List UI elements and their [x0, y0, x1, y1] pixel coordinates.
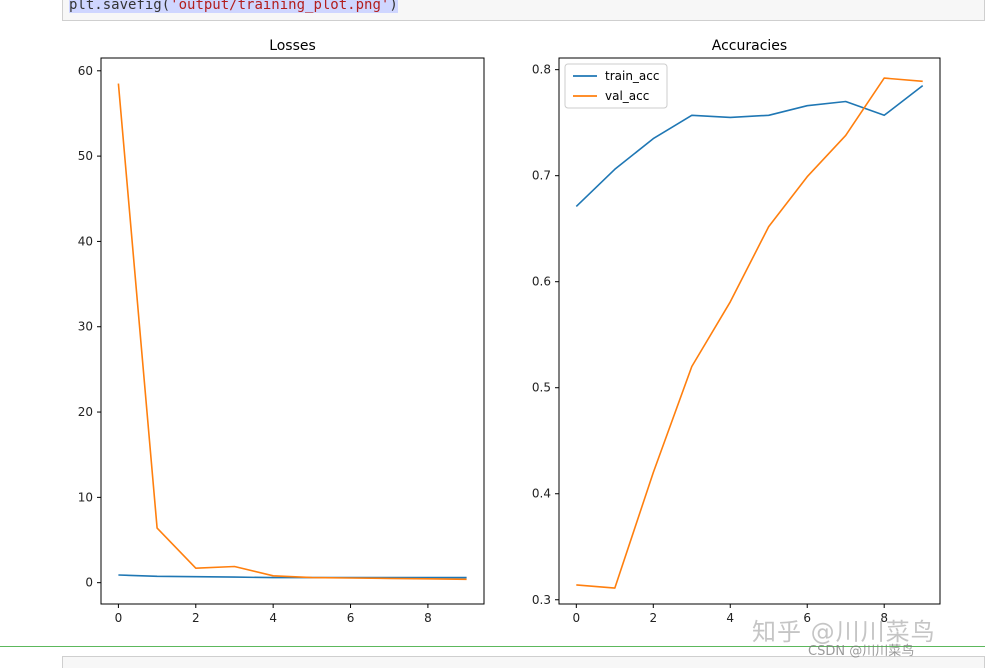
x-tick-label: 6 — [347, 611, 355, 625]
series-1-point — [845, 101, 846, 102]
series-line-1 — [575, 84, 924, 207]
x-tick-label: 0 — [115, 611, 123, 625]
code-string: 'output/training_plot.png' — [170, 0, 390, 13]
series-1-point — [195, 576, 196, 577]
x-tick-label: 2 — [192, 611, 200, 625]
series-1-point — [614, 169, 615, 170]
chart-2: Accuracies 0 2 4 6 8 0.3 0.4 0.5 0.6 0.7 0.8 train_a… — [532, 38, 941, 625]
series-2-point — [614, 587, 615, 588]
x-tick-label: 0 — [572, 611, 580, 625]
y-tick-label: 0.6 — [532, 275, 551, 289]
y-tick-label: 40 — [78, 234, 93, 248]
series-1-point — [730, 117, 731, 118]
series-2-point — [118, 83, 119, 84]
series-1-point — [922, 85, 923, 86]
y-tick-label: 30 — [78, 320, 93, 334]
series-1-point — [768, 115, 769, 116]
code-prefix: plt.savefig( — [69, 0, 171, 13]
y-tick-label: 0.3 — [532, 593, 551, 607]
y-tick-label: 0.7 — [532, 169, 551, 183]
chart-title: Losses — [269, 38, 316, 54]
series-line-2 — [576, 77, 923, 589]
cell-separator — [0, 646, 985, 647]
series-1-point — [466, 577, 467, 578]
series-1-point — [576, 206, 577, 207]
plot-frame — [558, 57, 941, 605]
legend-label: train_acc — [605, 69, 659, 83]
series-2-point — [922, 81, 923, 82]
code-line: plt.savefig('output/training_plot.png') — [69, 0, 398, 13]
x-tick-label: 8 — [424, 611, 432, 625]
series-2-point — [350, 577, 351, 578]
series-1-point — [691, 115, 692, 116]
series-line-2 — [117, 83, 467, 581]
y-tick-label: 20 — [78, 405, 93, 419]
code-suffix: ) — [389, 0, 398, 13]
series-2-point — [884, 78, 885, 79]
y-tick-label: 0.8 — [532, 63, 551, 77]
series-2-point — [156, 527, 157, 528]
series-1-point — [884, 115, 885, 116]
series-1-point — [653, 138, 654, 139]
chart-title: Accuracies — [712, 38, 787, 54]
series-1-point — [807, 105, 808, 106]
x-tick-label: 6 — [803, 611, 811, 625]
x-tick-label: 2 — [649, 611, 657, 625]
legend-label: val_acc — [605, 89, 649, 103]
series-2-point — [807, 176, 808, 177]
series-2-point — [691, 366, 692, 367]
series-1-point — [273, 577, 274, 578]
y-tick-label: 0.5 — [532, 381, 551, 395]
watermark-primary: 知乎 @川川菜鸟 — [752, 618, 936, 646]
x-tick-label: 4 — [269, 611, 277, 625]
code-cell[interactable]: plt.savefig('output/training_plot.png') — [62, 0, 985, 21]
series-line-1 — [118, 574, 467, 579]
plot-frame — [100, 57, 485, 605]
chart-1: Losses 0 2 4 6 8 0 10 20 30 40 50 60 — [78, 38, 485, 625]
watermark-secondary: CSDN @川川菜鸟 — [808, 644, 915, 659]
series-2-point — [466, 579, 467, 580]
series-2-point — [389, 578, 390, 579]
y-tick-label: 10 — [78, 490, 93, 504]
series-1-point — [234, 577, 235, 578]
series-2-point — [730, 301, 731, 302]
x-tick-label: 4 — [726, 611, 734, 625]
series-2-point — [653, 472, 654, 473]
series-2-point — [427, 578, 428, 579]
series-2-point — [273, 575, 274, 576]
series-2-point — [576, 584, 577, 585]
y-tick-label: 50 — [78, 149, 93, 163]
series-1-point — [156, 576, 157, 577]
x-tick-label: 8 — [880, 611, 888, 625]
y-tick-label: 60 — [78, 64, 93, 78]
y-tick-label: 0 — [85, 576, 93, 590]
series-1-point — [427, 577, 428, 578]
series-2-point — [195, 568, 196, 569]
legend: train_acc val_acc — [564, 63, 668, 109]
series-2-point — [311, 577, 312, 578]
y-tick-label: 0.4 — [532, 487, 551, 501]
series-1-point — [118, 574, 119, 575]
series-2-point — [234, 566, 235, 567]
series-2-point — [768, 226, 769, 227]
series-2-point — [845, 135, 846, 136]
legend-box — [564, 63, 668, 109]
